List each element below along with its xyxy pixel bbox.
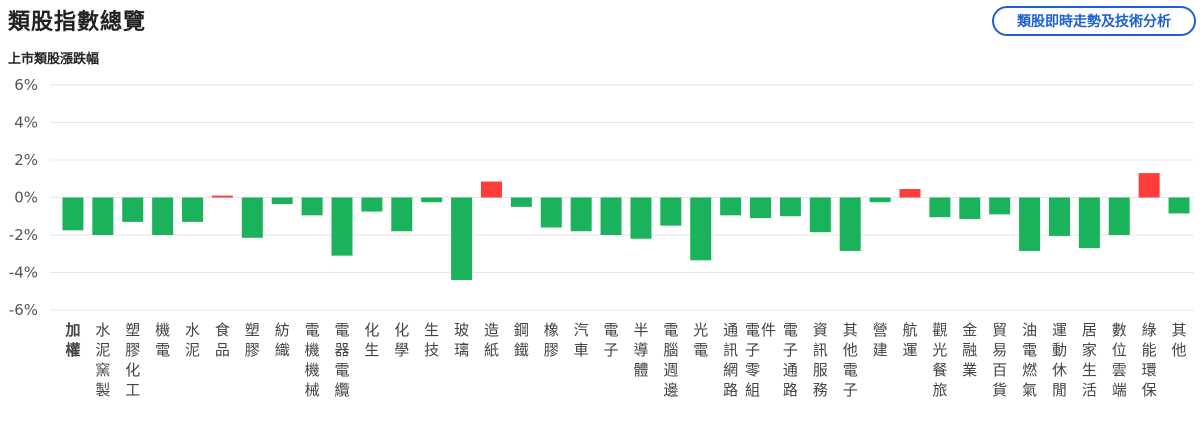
- y-tick-label: -4%: [9, 264, 38, 282]
- x-tick-label: 觀光餐旅: [932, 321, 947, 399]
- x-tick-label: 塑膠: [245, 321, 260, 359]
- bar[interactable]: [301, 197, 323, 216]
- bar[interactable]: [510, 197, 532, 207]
- bar[interactable]: [1168, 197, 1190, 214]
- bar[interactable]: [570, 197, 592, 232]
- grid-layer: [50, 84, 1194, 311]
- bar[interactable]: [1138, 173, 1160, 198]
- x-axis-labels: 加權水泥窯製塑膠化工機電水泥食品塑膠紡織電機機械電器電纜化生化學生技玻璃造紙鋼鐵…: [64, 321, 1186, 399]
- x-tick-label: 紡織: [275, 321, 290, 359]
- bar[interactable]: [421, 197, 443, 203]
- x-tick-label: 金融業: [962, 321, 977, 379]
- x-tick-label: 數位雲端: [1112, 321, 1127, 399]
- x-tick-label: 半導體: [633, 321, 648, 379]
- x-tick-label: 玻璃: [454, 321, 469, 359]
- y-tick-label: 0%: [14, 189, 38, 207]
- x-tick-label: 電子零組件: [745, 321, 776, 399]
- bar[interactable]: [959, 197, 981, 220]
- bar[interactable]: [62, 197, 84, 231]
- page-title: 類股指數總覽: [8, 10, 147, 35]
- bar[interactable]: [809, 197, 831, 233]
- x-tick-label: 通訊網路: [723, 321, 738, 399]
- x-tick-label: 鋼鐵: [514, 321, 529, 359]
- x-tick-label: 加權: [64, 321, 80, 359]
- y-tick-label: 4%: [14, 114, 38, 132]
- bar[interactable]: [182, 197, 204, 222]
- y-tick-label: 6%: [14, 76, 38, 94]
- bar[interactable]: [451, 197, 473, 281]
- bar[interactable]: [600, 197, 622, 236]
- bar[interactable]: [152, 197, 174, 236]
- bar[interactable]: [540, 197, 562, 228]
- bar[interactable]: [750, 197, 772, 219]
- chart-title: 上市類股漲跌幅: [8, 52, 100, 67]
- bar[interactable]: [869, 197, 891, 203]
- x-tick-label: 造紙: [484, 321, 499, 359]
- bar[interactable]: [720, 197, 742, 216]
- bar[interactable]: [211, 195, 233, 198]
- x-tick-label: 橡膠: [544, 321, 559, 359]
- x-tick-label: 其他: [1172, 321, 1187, 359]
- x-tick-label: 居家生活: [1082, 321, 1097, 399]
- x-tick-label: 化學: [394, 321, 409, 359]
- bar[interactable]: [839, 197, 861, 251]
- bar[interactable]: [630, 197, 652, 239]
- bar[interactable]: [122, 197, 144, 222]
- bar[interactable]: [1048, 197, 1070, 236]
- y-tick-label: -2%: [9, 226, 38, 244]
- x-tick-label: 塑膠化工: [125, 321, 140, 399]
- x-tick-label: 貿易百貨: [992, 321, 1007, 399]
- x-tick-label: 營建: [873, 321, 888, 359]
- bar[interactable]: [331, 197, 353, 256]
- x-tick-label: 水泥窯製: [95, 321, 110, 399]
- bar[interactable]: [899, 189, 921, 198]
- x-tick-label: 光電: [693, 321, 708, 359]
- x-tick-label: 生技: [424, 321, 439, 359]
- bar[interactable]: [480, 181, 502, 198]
- x-tick-label: 綠能環保: [1142, 321, 1157, 399]
- bar[interactable]: [929, 197, 951, 218]
- bar[interactable]: [660, 197, 682, 226]
- x-tick-label: 食品: [215, 321, 230, 359]
- y-tick-label: -6%: [9, 301, 38, 319]
- bar[interactable]: [1078, 197, 1100, 249]
- x-tick-label: 水泥: [185, 321, 200, 359]
- bar[interactable]: [690, 197, 712, 261]
- bar[interactable]: [241, 197, 263, 238]
- bar-layer: [62, 173, 1190, 281]
- y-axis-ticks: 6% 4% 2% 0% -2% -4% -6%: [9, 76, 38, 319]
- x-tick-label: 機電: [155, 321, 170, 359]
- bar[interactable]: [1019, 197, 1041, 251]
- x-tick-label: 其他電子: [843, 321, 858, 399]
- bar[interactable]: [92, 197, 114, 236]
- bar[interactable]: [391, 197, 413, 232]
- bar[interactable]: [779, 197, 801, 217]
- x-tick-label: 電器電纜: [334, 321, 349, 399]
- x-tick-label: 化生: [364, 321, 379, 359]
- bar[interactable]: [1108, 197, 1130, 236]
- x-tick-label: 資訊服務: [813, 321, 828, 399]
- x-tick-label: 運動休閒: [1052, 321, 1067, 399]
- y-tick-label: 2%: [14, 151, 38, 169]
- x-tick-label: 電子: [604, 321, 619, 359]
- sector-analysis-button[interactable]: 類股即時走勢及技術分析: [992, 6, 1196, 36]
- x-tick-label: 航運: [902, 321, 917, 359]
- x-tick-label: 汽車: [574, 321, 589, 359]
- bar[interactable]: [989, 197, 1011, 215]
- x-tick-label: 油電燃氣: [1022, 321, 1037, 399]
- x-tick-label: 電子通路: [783, 321, 798, 399]
- bar[interactable]: [361, 197, 383, 212]
- x-tick-label: 電腦週邊: [663, 321, 678, 399]
- x-tick-label: 電機機械: [305, 321, 320, 399]
- bar[interactable]: [271, 197, 293, 205]
